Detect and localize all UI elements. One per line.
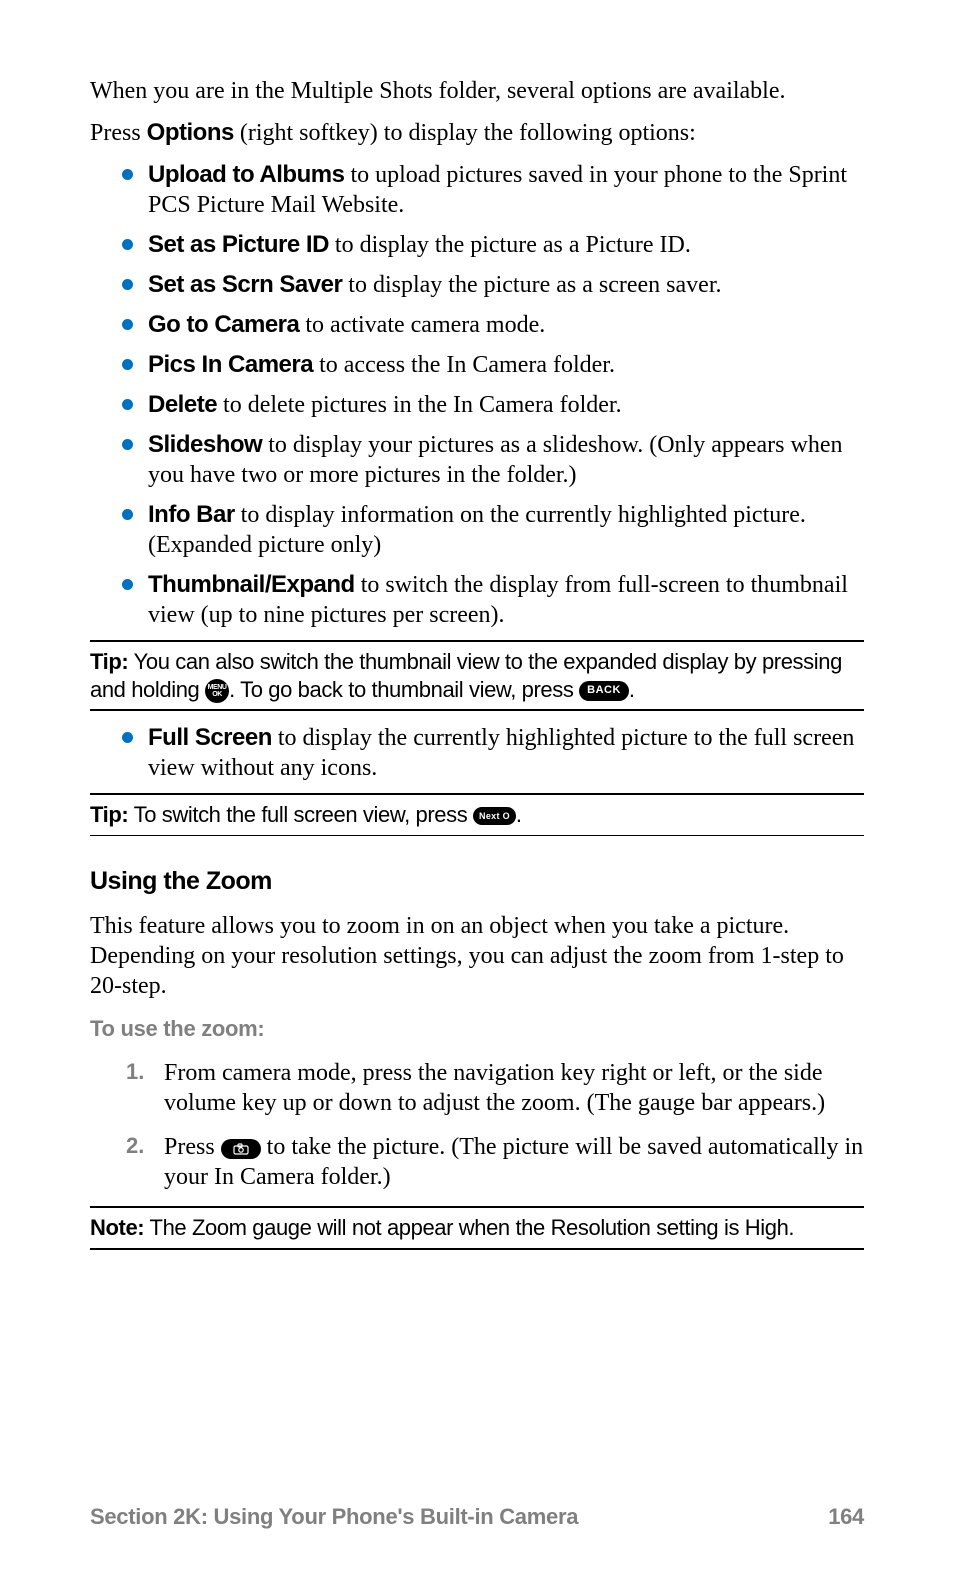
option-thumbnail-expand: Thumbnail/Expand to switch the display f… — [126, 570, 864, 630]
step-text-post: to take the picture. (The picture will b… — [164, 1134, 863, 1190]
note-label: Note: — [90, 1215, 144, 1240]
tip2-part2: . — [516, 802, 522, 827]
camera-key-icon — [221, 1139, 261, 1159]
option-label: Pics In Camera — [148, 351, 313, 378]
step-number: 1. — [126, 1058, 144, 1086]
option-go-to-camera: Go to Camera to activate camera mode. — [126, 310, 864, 340]
next-pill-left: Next — [479, 811, 500, 822]
option-label: Upload to Albums — [148, 161, 344, 188]
tip-label: Tip: — [90, 649, 128, 674]
tip1-part2: . To go back to thumbnail view, press — [229, 677, 579, 702]
option-label: Full Screen — [148, 724, 272, 751]
back-key-icon: BACK — [579, 681, 629, 701]
intro-line-2: Press Options (right softkey) to display… — [90, 118, 864, 148]
step-text-pre: Press — [164, 1134, 221, 1160]
footer-section-title: Section 2K: Using Your Phone's Built-in … — [90, 1503, 578, 1531]
intro-line-2-pre: Press — [90, 120, 147, 146]
page-footer: Section 2K: Using Your Phone's Built-in … — [90, 1503, 864, 1531]
option-desc: to display information on the currently … — [148, 502, 806, 558]
zoom-steps: 1. From camera mode, press the navigatio… — [90, 1058, 864, 1192]
option-upload-to-albums: Upload to Albums to upload pictures save… — [126, 160, 864, 220]
option-label: Set as Scrn Saver — [148, 271, 342, 298]
to-use-the-zoom-label: To use the zoom: — [90, 1015, 864, 1043]
menu-ok-line2: OK — [212, 691, 222, 698]
option-label: Set as Picture ID — [148, 231, 329, 258]
option-info-bar: Info Bar to display information on the c… — [126, 500, 864, 560]
zoom-step-2: 2. Press to take the picture. (The pictu… — [126, 1132, 864, 1192]
options-list: Upload to Albums to upload pictures save… — [90, 160, 864, 630]
using-the-zoom-heading: Using the Zoom — [90, 866, 864, 897]
option-label: Thumbnail/Expand — [148, 571, 355, 598]
tip-box-fullscreen: Tip: To switch the full screen view, pre… — [90, 793, 864, 836]
footer-page-number: 164 — [828, 1503, 864, 1531]
options-softkey-label: Options — [147, 119, 234, 146]
option-set-as-scrn-saver: Set as Scrn Saver to display the picture… — [126, 270, 864, 300]
option-desc: to access the In Camera folder. — [313, 352, 615, 378]
tip1-part3: . — [629, 677, 635, 702]
option-desc: to activate camera mode. — [299, 312, 545, 338]
option-slideshow: Slideshow to display your pictures as a … — [126, 430, 864, 490]
tip-box-thumbnail: Tip: You can also switch the thumbnail v… — [90, 640, 864, 711]
next-key-icon: Next O — [473, 807, 516, 825]
option-desc: to delete pictures in the In Camera fold… — [217, 392, 622, 418]
intro-line-1: When you are in the Multiple Shots folde… — [90, 76, 864, 106]
option-delete: Delete to delete pictures in the In Came… — [126, 390, 864, 420]
option-desc: to display the picture as a Picture ID. — [329, 232, 691, 258]
option-set-as-picture-id: Set as Picture ID to display the picture… — [126, 230, 864, 260]
option-full-screen: Full Screen to display the currently hig… — [126, 723, 864, 783]
menu-ok-line1: MENU — [208, 684, 227, 691]
tip-label: Tip: — [90, 802, 128, 827]
menu-ok-key-icon: MENUOK — [205, 679, 229, 703]
intro-line-2-post: (right softkey) to display the following… — [234, 120, 696, 146]
note-text: The Zoom gauge will not appear when the … — [144, 1215, 794, 1240]
next-pill-right: O — [503, 811, 510, 822]
manual-page: When you are in the Multiple Shots folde… — [0, 0, 954, 1590]
zoom-description: This feature allows you to zoom in on an… — [90, 911, 864, 1001]
zoom-step-1: 1. From camera mode, press the navigatio… — [126, 1058, 864, 1118]
tip2-part1: To switch the full screen view, press — [128, 802, 473, 827]
option-label: Delete — [148, 391, 217, 418]
option-label: Go to Camera — [148, 311, 299, 338]
option-pics-in-camera: Pics In Camera to access the In Camera f… — [126, 350, 864, 380]
step-text: From camera mode, press the navigation k… — [164, 1060, 825, 1116]
step-number: 2. — [126, 1132, 144, 1160]
option-label: Slideshow — [148, 431, 262, 458]
option-label: Info Bar — [148, 501, 235, 528]
options-list-continued: Full Screen to display the currently hig… — [90, 723, 864, 783]
option-desc: to display the picture as a screen saver… — [342, 272, 721, 298]
note-box-zoom-gauge: Note: The Zoom gauge will not appear whe… — [90, 1206, 864, 1250]
